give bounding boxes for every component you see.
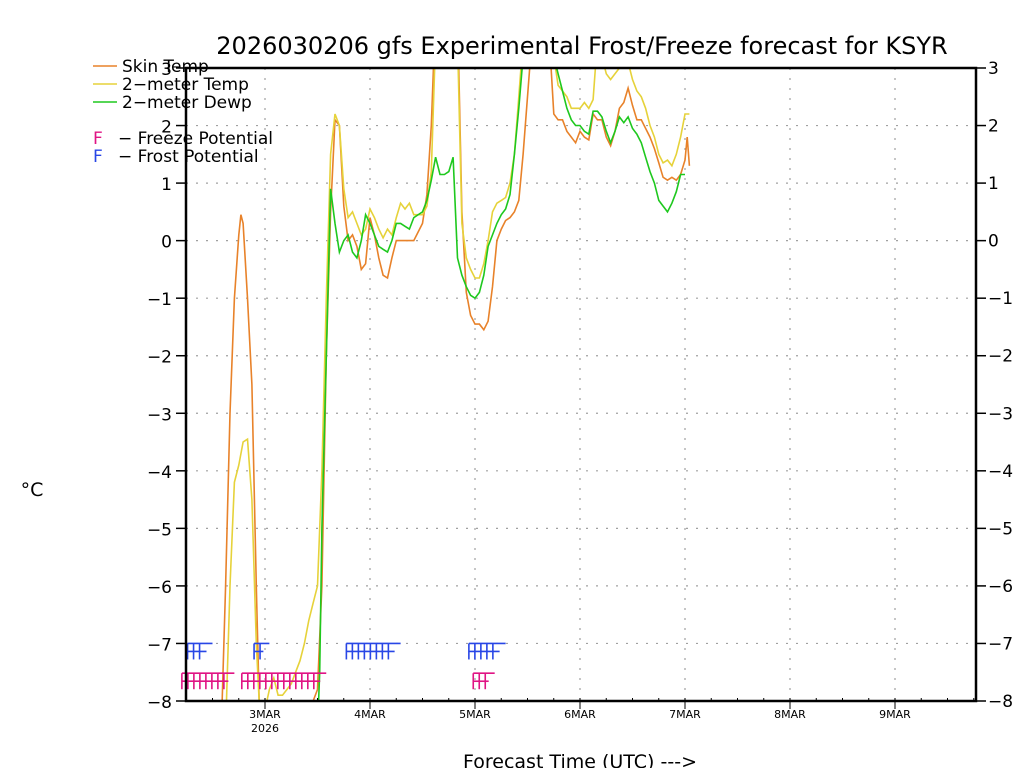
- freeze-marker: [181, 672, 235, 690]
- y-tick-label-right: −6: [988, 577, 1013, 597]
- y-tick-label-left: −2: [147, 348, 172, 368]
- y-axis-label: °C: [21, 479, 44, 501]
- x-tick-sublabel: 2026: [251, 722, 279, 735]
- series-line-2-meter-dewp: [317, 68, 685, 701]
- y-axis-left: 3 2 1 0 −1 −2 −3 −4 −5 −6 −7 −8: [147, 60, 186, 713]
- y-tick-label-left: −3: [147, 405, 172, 425]
- y-tick-label-right: −3: [988, 404, 1013, 424]
- legend-label: 2−meter Dewp: [122, 93, 252, 113]
- y-tick-label-right: −2: [988, 347, 1013, 367]
- x-tick-label: 6MAR: [564, 708, 596, 721]
- grid-lines: [186, 68, 976, 701]
- legend-item-2-meter-temp: 2−meter Temp: [93, 75, 249, 95]
- frost-marker: [468, 642, 506, 660]
- y-tick-label-right: 0: [988, 232, 999, 252]
- series-line-2-meter-temp: [225, 68, 690, 701]
- y-tick-label-right: −1: [988, 289, 1013, 309]
- legend-item-skin-temp: Skin Temp: [93, 57, 209, 77]
- plot-frame: [184, 66, 978, 703]
- y-tick-label-right: −5: [988, 519, 1013, 539]
- legend-item-frost-potential: F − Frost Potential: [93, 147, 259, 167]
- series-line-skin-temp: [221, 68, 691, 701]
- y-tick-label-right: −4: [988, 462, 1013, 482]
- y-tick-label-right: −8: [988, 692, 1013, 712]
- frost-marker: [253, 642, 270, 660]
- y-tick-label-left: −7: [147, 635, 172, 655]
- y-tick-label-right: −7: [988, 634, 1013, 654]
- freeze-marker: [472, 672, 495, 690]
- y-tick-label-left: −4: [147, 463, 172, 483]
- legend-label: 2−meter Temp: [122, 75, 249, 95]
- legend-label: Skin Temp: [122, 57, 209, 77]
- y-tick-label-right: 1: [988, 174, 999, 194]
- series-layer: [221, 68, 691, 701]
- x-axis-label: Forecast Time (UTC) --->: [463, 751, 697, 768]
- legend-glyph: F: [93, 147, 103, 167]
- y-tick-label-left: 1: [161, 175, 172, 195]
- legend-item-2-meter-dewp: 2−meter Dewp: [93, 93, 252, 113]
- y-tick-label-left: −1: [147, 290, 172, 310]
- legend-label: − Frost Potential: [118, 147, 259, 167]
- y-tick-label-left: 2: [161, 118, 172, 138]
- x-tick-label: 7MAR: [669, 708, 701, 721]
- frost-marker: [186, 642, 213, 660]
- legend-item-freeze-potential: F − Freeze Potential: [93, 129, 273, 149]
- y-tick-label-left: 0: [161, 233, 172, 253]
- chart-title: 2026030206 gfs Experimental Frost/Freeze…: [216, 32, 947, 60]
- marker-layer: [181, 642, 506, 690]
- y-tick-label-right: 2: [988, 117, 999, 137]
- legend-label: − Freeze Potential: [118, 129, 273, 149]
- x-tick-label: 4MAR: [354, 708, 386, 721]
- y-tick-label-left: 3: [161, 60, 172, 80]
- frost-marker: [345, 642, 401, 660]
- x-tick-label: 5MAR: [459, 708, 491, 721]
- y-tick-label-left: −8: [147, 693, 172, 713]
- y-tick-label-left: −5: [147, 520, 172, 540]
- x-tick-label: 9MAR: [879, 708, 911, 721]
- legend-glyph: F: [93, 129, 103, 149]
- freeze-marker: [241, 672, 327, 690]
- y-tick-label-left: −6: [147, 578, 172, 598]
- y-tick-label-right: 3: [988, 59, 999, 79]
- x-tick-label: 8MAR: [774, 708, 806, 721]
- x-tick-label: 3MAR: [249, 708, 281, 721]
- y-axis-right: 3 2 1 0 −1 −2 −3 −4 −5 −6 −7 −8: [976, 59, 1013, 712]
